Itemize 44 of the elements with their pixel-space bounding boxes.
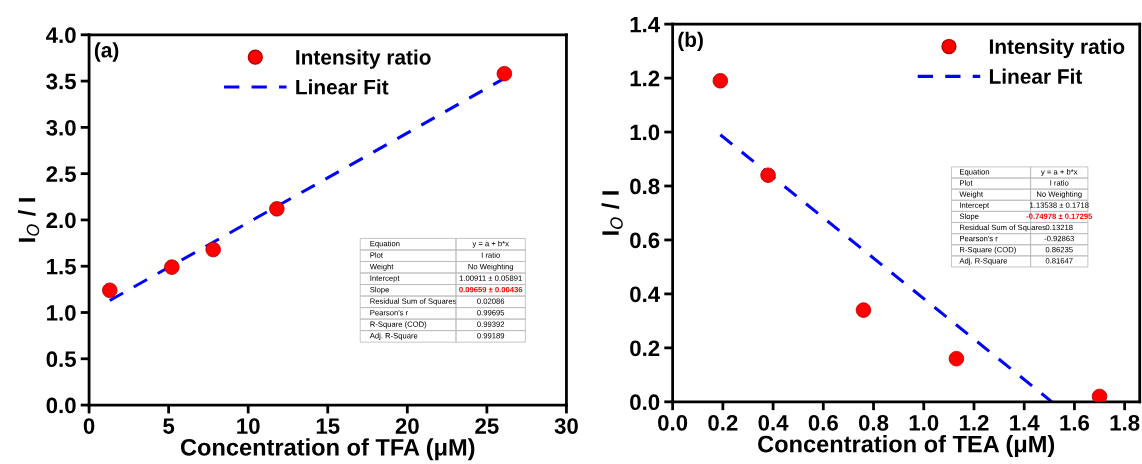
x-tick-label: 15 bbox=[316, 418, 340, 434]
y-tick-label: 0.2 bbox=[630, 340, 660, 357]
x-tick-label: 30 bbox=[554, 418, 578, 434]
legend-label: Intensity ratio bbox=[296, 49, 431, 69]
y-tick-label: 0.0 bbox=[630, 394, 660, 411]
x-tick-label: 0.6 bbox=[808, 414, 838, 431]
x-axis-title: Concentration of TEA (μM) bbox=[758, 435, 1055, 458]
legend-label: Linear Fit bbox=[989, 68, 1083, 84]
x-tick-label: 1.2 bbox=[959, 414, 989, 431]
y-axis-title: I$_{O}$ / I bbox=[601, 191, 623, 235]
x-tick-label: 5 bbox=[163, 418, 175, 434]
y-tick-label: 2.5 bbox=[46, 166, 76, 182]
x-tick-label: 1.8 bbox=[1110, 414, 1140, 431]
x-tick-label: 0.2 bbox=[708, 414, 738, 431]
x-tick-label: 1.4 bbox=[1010, 415, 1040, 431]
x-tick-label: 0.0 bbox=[658, 414, 688, 431]
x-tick-label: 1.0 bbox=[909, 414, 939, 431]
x-tick-label: 0 bbox=[83, 418, 95, 434]
x-tick-label: 0.4 bbox=[758, 414, 789, 431]
y-tick-label: 1.4 bbox=[630, 16, 661, 33]
y-tick-label: 1.0 bbox=[630, 124, 660, 141]
x-axis-title: Concentration of TFA (μM) bbox=[180, 438, 475, 461]
y-tick-label: 1.0 bbox=[47, 305, 76, 321]
y-tick-label: 1.2 bbox=[630, 70, 660, 87]
legend-label: Linear Fit bbox=[296, 79, 389, 95]
x-tick-label: 1.6 bbox=[1060, 414, 1090, 431]
annotation: (a) bbox=[94, 42, 119, 62]
x-tick-label: 10 bbox=[237, 418, 260, 434]
legend-label: Intensity ratio bbox=[989, 38, 1125, 59]
x-tick-label: 20 bbox=[395, 418, 419, 434]
y-tick-label: 3.0 bbox=[46, 119, 76, 136]
x-tick-label: 25 bbox=[475, 418, 499, 434]
y-tick-label: 0.0 bbox=[46, 397, 76, 414]
y-tick-label: 0.5 bbox=[46, 351, 76, 368]
y-tick-label: 1.5 bbox=[47, 258, 76, 275]
y-tick-label: 4.0 bbox=[46, 27, 76, 44]
y-tick-label: 0.8 bbox=[630, 178, 660, 195]
x-tick-label: 0.8 bbox=[858, 414, 889, 431]
y-tick-label: 3.5 bbox=[46, 73, 76, 90]
y-tick-label: 0.6 bbox=[630, 232, 660, 249]
y-tick-label: 2.0 bbox=[46, 212, 76, 229]
y-axis-title: I$_{O}$ / I bbox=[18, 198, 40, 242]
annotation: (b) bbox=[678, 31, 703, 52]
y-tick-label: 0.4 bbox=[630, 286, 661, 303]
